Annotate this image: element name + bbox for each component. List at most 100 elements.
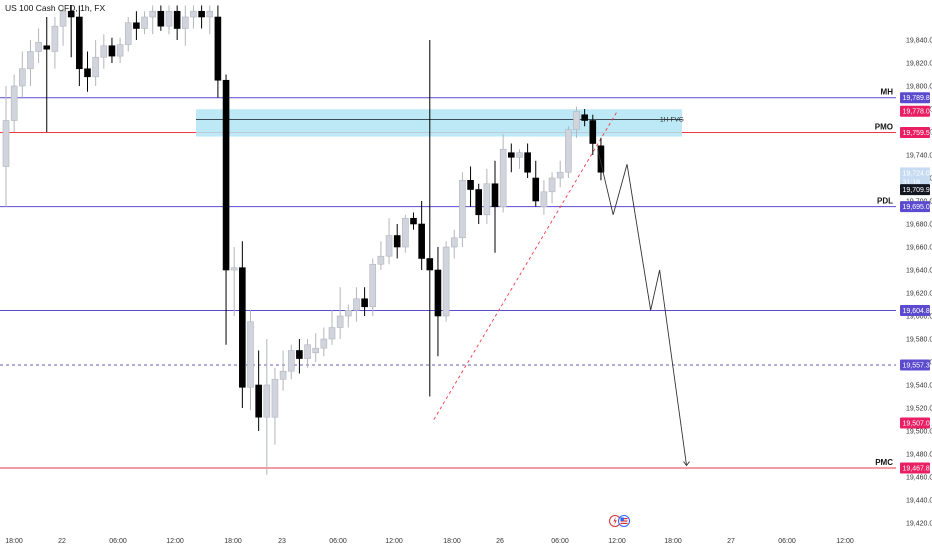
candle xyxy=(499,134,507,213)
candle xyxy=(459,172,466,247)
candle-body xyxy=(418,223,425,259)
candle xyxy=(27,40,34,86)
x-tick-label: 06:00 xyxy=(329,538,347,545)
candle-body xyxy=(507,152,515,158)
candle xyxy=(418,201,425,270)
x-tick-label: 06:00 xyxy=(551,538,569,545)
projection-line xyxy=(597,149,687,466)
price-badge-bg xyxy=(900,417,930,429)
candle-body xyxy=(222,79,230,271)
candle-body xyxy=(483,183,491,216)
candle-body xyxy=(43,45,51,50)
price-badge: 19,778.08 xyxy=(900,105,932,117)
candle-body xyxy=(141,16,148,29)
events-icon[interactable] xyxy=(609,514,631,528)
candle-body xyxy=(10,85,18,121)
price-badge-text: 19,604.83 xyxy=(903,308,932,315)
candle xyxy=(116,37,124,63)
fvg-zone[interactable]: 1H-FVG xyxy=(196,109,684,137)
y-tick-label: 19,460.00 xyxy=(906,475,932,482)
price-badge: 19,759.53 xyxy=(900,127,932,139)
candle-body xyxy=(573,111,580,131)
price-badge-bg xyxy=(900,127,930,139)
candle-body xyxy=(239,267,246,388)
y-tick-label: 19,440.00 xyxy=(906,498,932,505)
price-badge-text: 19,557.34 xyxy=(903,363,932,370)
candle-body xyxy=(442,246,450,317)
candle-body xyxy=(467,180,474,190)
price-axis-bg xyxy=(896,0,932,550)
candle xyxy=(67,5,75,58)
time-axis[interactable]: 18:00 22 06:00 12:00 18:00 23 06:00 12:00 18:00 2… xyxy=(5,538,854,545)
y-tick-label: 19,580.00 xyxy=(906,337,932,344)
price-axis[interactable]: 19,840.0019,820.0019,800.0019,780.0019,7… xyxy=(896,0,932,550)
candle-body xyxy=(393,235,401,248)
y-tick-label: 19,680.00 xyxy=(906,222,932,229)
candle-body xyxy=(548,177,556,193)
candle-body xyxy=(51,25,59,52)
candle xyxy=(483,168,491,224)
candle xyxy=(190,5,197,29)
candle xyxy=(165,5,173,35)
price-badge-bg xyxy=(900,92,930,104)
candle xyxy=(304,339,311,368)
candle-body xyxy=(263,384,271,418)
candle xyxy=(239,241,246,408)
y-tick-label: 19,820.00 xyxy=(906,61,932,68)
candle-body xyxy=(59,10,67,27)
candle xyxy=(173,5,181,40)
candle-body xyxy=(214,16,222,81)
candle xyxy=(255,350,262,431)
candle-body xyxy=(190,10,197,18)
candle-body xyxy=(124,22,132,45)
price-badge: 19,695.08 xyxy=(900,201,932,213)
candle-body xyxy=(198,10,205,18)
projection-path[interactable] xyxy=(597,149,690,467)
candle xyxy=(450,229,458,259)
candle xyxy=(573,106,580,138)
candle-body xyxy=(35,41,42,52)
candle xyxy=(442,241,450,322)
x-tick-label: 12:00 xyxy=(166,538,184,545)
current-price-countdown: 31:18 xyxy=(903,179,921,186)
candle xyxy=(133,11,140,40)
x-tick-label: 12:00 xyxy=(836,538,854,545)
candle xyxy=(198,5,205,29)
candle xyxy=(271,367,279,445)
price-badge-text: 19,778.08 xyxy=(903,109,932,116)
candle-body xyxy=(173,10,181,29)
x-tick-label: 18:00 xyxy=(224,538,242,545)
candle xyxy=(59,5,67,46)
candle-body xyxy=(377,255,385,265)
candle xyxy=(516,149,523,169)
current-price-badge: 19,724.00 31:18 xyxy=(900,167,932,188)
current-price-bg xyxy=(900,167,930,188)
candle-body xyxy=(581,114,588,121)
candle xyxy=(108,37,116,63)
candle-body xyxy=(100,45,108,58)
candle-body xyxy=(532,177,540,202)
candle-body xyxy=(475,189,483,216)
y-tick-label: 19,640.00 xyxy=(906,268,932,275)
candle xyxy=(581,109,588,127)
x-tick-label: 23 xyxy=(278,538,286,545)
candle xyxy=(149,5,156,35)
symbol-title: US 100 Cash CFD, 1h, FX xyxy=(5,3,106,13)
candle xyxy=(361,287,368,316)
candle-body xyxy=(76,16,83,70)
candle-body xyxy=(434,269,442,317)
candle xyxy=(328,310,336,345)
x-tick-label: 12:00 xyxy=(608,538,626,545)
fvg-rect xyxy=(196,109,682,137)
candle-body xyxy=(516,152,523,158)
candle-body xyxy=(84,68,91,78)
candle xyxy=(393,224,401,259)
candle xyxy=(369,258,377,316)
candle xyxy=(336,287,344,339)
candle-body xyxy=(597,145,605,173)
candle xyxy=(263,339,271,475)
candle xyxy=(92,40,99,86)
candle xyxy=(320,327,328,357)
candle-body xyxy=(524,152,531,173)
